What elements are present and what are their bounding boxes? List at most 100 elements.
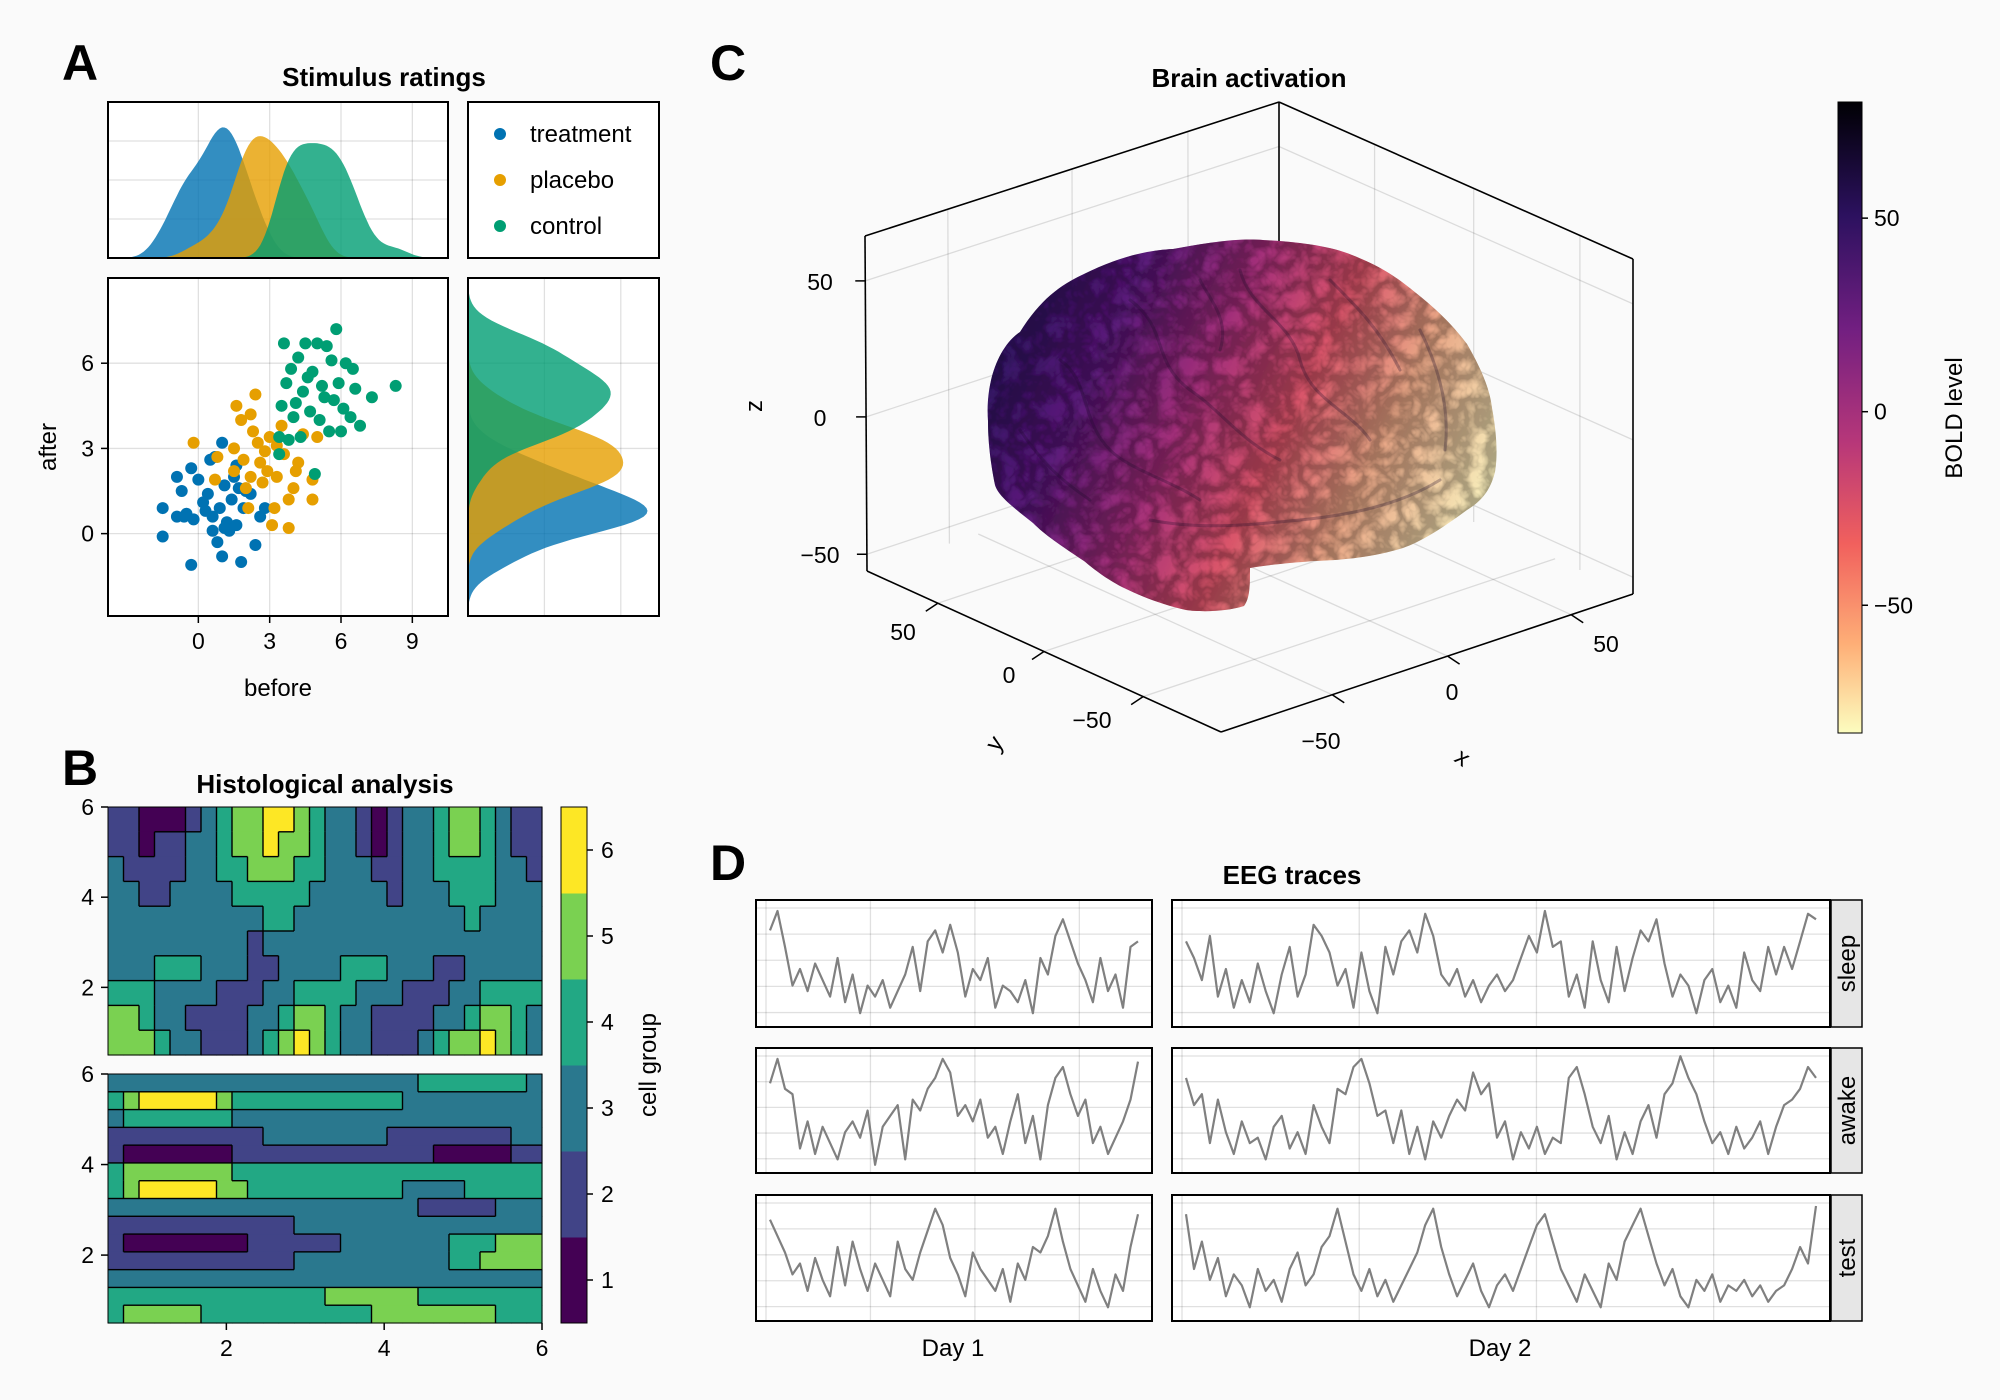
contour-cell xyxy=(449,1074,466,1093)
contour-cell xyxy=(511,1198,528,1217)
scatter-point-control xyxy=(346,362,359,375)
contour-cell xyxy=(356,1216,373,1235)
contour-cell xyxy=(480,1109,497,1128)
scatter-point-control xyxy=(327,394,340,407)
scatter-point-treatment xyxy=(156,530,169,543)
before-density-axis xyxy=(107,101,449,259)
contour-cell xyxy=(216,1162,233,1182)
contour-cell xyxy=(294,1287,311,1306)
contour-cell xyxy=(356,1287,373,1306)
contour-cell xyxy=(433,906,450,932)
contour-cell xyxy=(433,1216,450,1235)
contour-cell xyxy=(495,1234,512,1253)
contour-frame xyxy=(107,806,543,1056)
contour-cell xyxy=(216,1234,233,1253)
z-tick-label: −50 xyxy=(800,542,839,568)
contour-cell xyxy=(340,1287,357,1306)
y-tick-label: 4 xyxy=(81,884,94,910)
contour-cell xyxy=(511,955,528,982)
contour-cell xyxy=(294,1091,311,1111)
contour-cell xyxy=(294,1145,311,1164)
contour-cell xyxy=(123,1216,140,1235)
contour-cell xyxy=(278,1269,295,1289)
contour-cell xyxy=(371,1005,388,1031)
contour-cell xyxy=(185,1216,202,1235)
contour-cell xyxy=(278,1030,295,1056)
eeg-background xyxy=(1172,1195,1830,1321)
density-frame xyxy=(107,101,449,259)
contour-cell xyxy=(170,1109,187,1128)
contour-cell xyxy=(464,931,481,957)
panel-label-a: A xyxy=(62,35,98,91)
contour-cell xyxy=(216,955,233,982)
contour-cell xyxy=(495,1162,512,1182)
contour-cell xyxy=(154,1074,171,1093)
y-gridline xyxy=(947,209,951,544)
brain-surface xyxy=(987,239,1497,612)
contour-cell xyxy=(356,906,373,932)
contour-cell xyxy=(449,1127,466,1146)
contour-cell xyxy=(480,1091,497,1111)
y-axis-label: y xyxy=(980,731,1009,756)
contour-cell xyxy=(526,807,543,833)
contour-cell xyxy=(309,1162,326,1182)
axis3d-edge xyxy=(1220,593,1634,733)
contour-cell xyxy=(294,1030,311,1056)
colorbar-band-6 xyxy=(561,807,587,894)
contour-cell xyxy=(325,881,342,907)
contour-cell xyxy=(418,906,435,932)
scatter-point-treatment xyxy=(185,558,198,571)
contour-cell xyxy=(511,1216,528,1235)
contour-cell xyxy=(464,1030,481,1056)
contour-cell xyxy=(247,931,264,957)
colorbar-tick-label: 5 xyxy=(601,923,614,949)
contour-cell xyxy=(449,1091,466,1111)
contour-cell xyxy=(526,955,543,982)
contour-cell xyxy=(294,1074,311,1093)
contour-cell xyxy=(402,980,419,1006)
contour-cell xyxy=(294,1109,311,1128)
contour-cell xyxy=(464,1305,481,1324)
contour-cell xyxy=(402,1198,419,1217)
colorbar-tick-label: 6 xyxy=(601,837,614,863)
density-frame xyxy=(467,277,660,617)
y-tick-label: 50 xyxy=(890,619,916,645)
scatter-point-control xyxy=(294,431,307,444)
contour-cell xyxy=(325,1091,342,1111)
eeg-background xyxy=(756,1048,1152,1173)
contour-cell xyxy=(480,955,497,982)
contour-panel-2: 2 4 6 xyxy=(81,1061,543,1324)
contour-cell xyxy=(464,1198,481,1217)
contour-cell xyxy=(232,856,249,882)
contour-cell xyxy=(495,1091,512,1111)
contour-cell xyxy=(294,1251,311,1271)
contour-cell xyxy=(263,1109,280,1128)
x-tick xyxy=(1447,655,1461,665)
contour-cell xyxy=(123,1269,140,1289)
eeg-trace xyxy=(1185,909,1817,1015)
contour-cell xyxy=(433,955,450,982)
contour-cell xyxy=(139,881,156,907)
y-tick-label: 2 xyxy=(81,1242,94,1268)
contour-cell xyxy=(232,1251,249,1271)
contour-cell xyxy=(232,980,249,1006)
contour-cell xyxy=(449,1305,466,1324)
contour-cell xyxy=(480,1005,497,1031)
contour-cell xyxy=(263,1251,280,1271)
contour-cell xyxy=(325,1269,342,1289)
colorbar-band-1 xyxy=(561,1237,587,1324)
y-tick-label: −50 xyxy=(1072,707,1111,733)
contour-cell xyxy=(123,1127,140,1146)
contour-cell xyxy=(263,1091,280,1111)
y-tick xyxy=(925,602,939,612)
contour-cell xyxy=(309,1269,326,1289)
scatter-point-placebo xyxy=(237,453,250,466)
contour-cell xyxy=(185,1234,202,1253)
scatter-point-placebo xyxy=(289,465,302,478)
contour-cell xyxy=(154,1216,171,1235)
contour-cell xyxy=(247,831,264,858)
contour-cell xyxy=(418,1287,435,1306)
eeg-background xyxy=(1172,900,1830,1027)
contour-cell xyxy=(526,1180,543,1200)
contour-cell xyxy=(511,980,528,1006)
